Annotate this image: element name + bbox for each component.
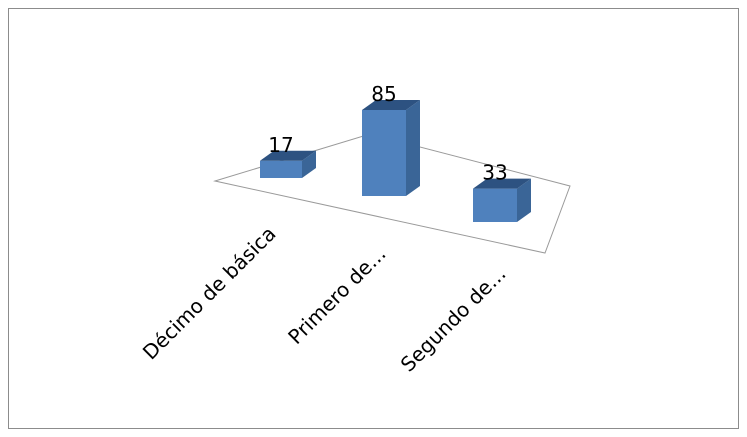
bar-2 (362, 100, 420, 196)
data-label: 85 (371, 82, 396, 106)
bar-top-face (473, 178, 531, 189)
bar-front-face (473, 188, 517, 222)
bar-top-face (260, 150, 316, 161)
bar-front-face (362, 110, 406, 196)
category-tick-label: Primero de... (283, 242, 390, 349)
category-tick-label: Décimo de básica (138, 222, 281, 365)
bar-1 (260, 150, 316, 178)
bar-side-face (302, 150, 316, 178)
bar-3 (473, 178, 531, 222)
chart-floor (213, 133, 571, 254)
chart-frame (8, 8, 739, 429)
bar-front-face (260, 160, 302, 178)
data-label: 33 (482, 161, 507, 185)
data-label: 17 (268, 133, 293, 157)
category-tick-label: Segundo de... (396, 262, 511, 377)
bar-side-face (517, 178, 531, 222)
bar-side-face (406, 100, 420, 196)
bar-top-face (362, 100, 420, 110)
